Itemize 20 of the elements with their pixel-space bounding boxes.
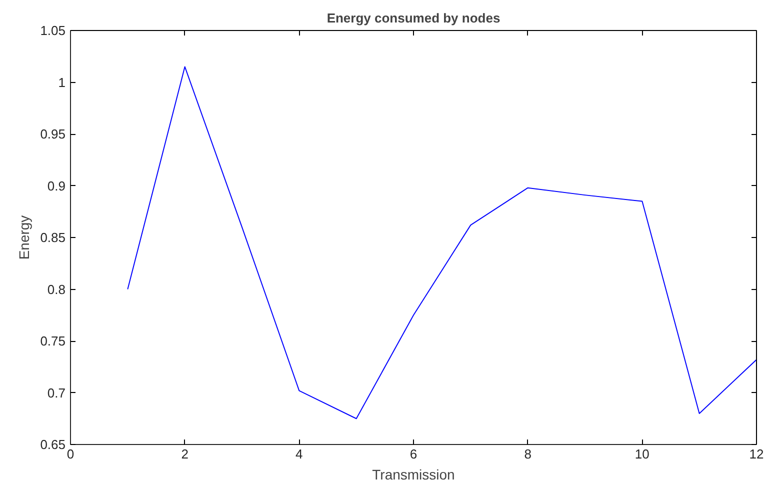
y-tick-label: 0.8 xyxy=(47,282,66,297)
x-tick-label: 6 xyxy=(410,446,418,462)
y-tick-label: 0.75 xyxy=(40,334,66,348)
y-tick-label: 0.65 xyxy=(40,437,66,452)
line-series xyxy=(127,66,756,420)
y-tick-label: 0.85 xyxy=(40,230,66,245)
x-tick-label: 8 xyxy=(524,446,532,462)
y-tick-label: 1.05 xyxy=(40,23,66,38)
y-tick-label: 0.95 xyxy=(40,126,66,142)
y-tick-label: 1 xyxy=(58,74,66,90)
x-tick-label: 10 xyxy=(634,446,650,462)
x-tick-label: 2 xyxy=(181,446,188,462)
y-axis-title: Energy xyxy=(16,215,32,260)
x-axis-title: Transmission xyxy=(372,466,455,482)
y-tick-label: 0.7 xyxy=(47,385,66,400)
chart-title: Energy consumed by nodes xyxy=(326,10,500,26)
x-tick-label: 12 xyxy=(749,446,764,462)
y-tick-label: 0.9 xyxy=(47,178,66,194)
x-tick-label: 0 xyxy=(66,446,74,462)
x-tick-label: 4 xyxy=(296,446,303,462)
